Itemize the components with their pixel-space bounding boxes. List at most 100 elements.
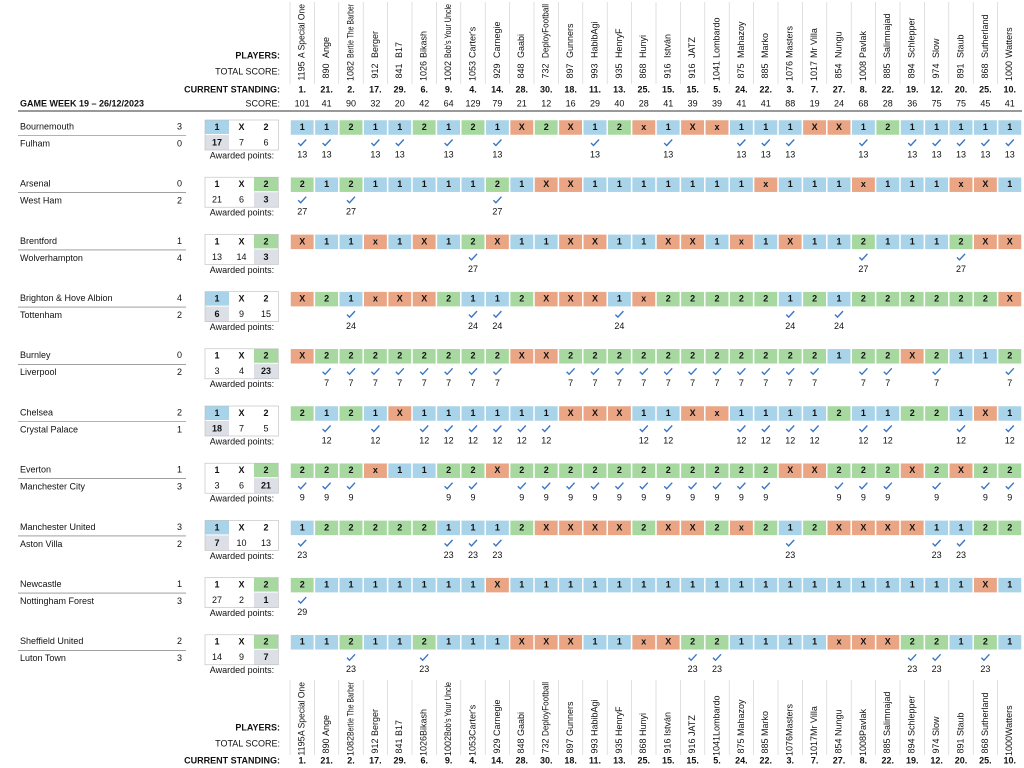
pick-cell: [631, 405, 656, 422]
check-mark: [419, 367, 429, 376]
awarded-points: 7: [641, 378, 646, 388]
result-points-cell: [205, 135, 229, 150]
pick-cell: [997, 291, 1022, 307]
player-score: 88: [785, 98, 795, 108]
home-goals: 2: [177, 407, 182, 417]
pick: X: [568, 522, 574, 532]
awarded-points: 9: [568, 493, 573, 503]
pick: 1: [763, 122, 768, 132]
check-mark: [297, 482, 307, 490]
pick: 1: [397, 637, 402, 647]
pick: 2: [422, 351, 427, 361]
pick: 1: [812, 637, 817, 647]
pick: X: [568, 236, 574, 246]
player-name: HabibAgi: [589, 21, 599, 58]
pick-cell: [436, 119, 461, 136]
check-mark: [932, 653, 942, 662]
pick-cell: [656, 291, 681, 307]
pick-cell: [607, 634, 632, 651]
pick: 1: [617, 179, 622, 189]
check-mark: [663, 482, 673, 490]
pick: 1: [300, 637, 305, 647]
pick: 2: [348, 351, 353, 361]
home-goals: 4: [177, 293, 182, 303]
pick: 1: [934, 522, 939, 532]
pick-cell: [851, 234, 876, 250]
pick-cell: [436, 520, 461, 536]
player-standing: 15.: [662, 755, 675, 765]
pick-cell: [656, 119, 681, 136]
pick: X: [421, 236, 427, 246]
pick-cell: [363, 234, 388, 250]
pick-cell: [339, 291, 363, 307]
player-total: 868: [638, 63, 648, 78]
pick: 1: [300, 122, 305, 132]
pick-cell: [851, 348, 876, 365]
awarded-label: Awarded points:: [210, 494, 274, 504]
pick: 1: [885, 579, 890, 589]
pick-cell: [436, 234, 461, 250]
awarded-points: 24: [492, 321, 502, 331]
player-total: 1017: [809, 61, 819, 81]
player-name: B17: [394, 42, 404, 58]
pick-cell: [656, 405, 681, 422]
pick-cell: [924, 348, 949, 365]
player-name: Bikash: [419, 31, 429, 58]
players-label: PLAYERS:: [235, 722, 280, 732]
home-goals: 0: [177, 179, 182, 189]
player-standing: 20.: [955, 755, 968, 765]
pick-cell: [802, 634, 827, 651]
odds-value: 18: [212, 423, 222, 433]
odds-value: 6: [263, 137, 268, 147]
check-mark: [858, 425, 868, 433]
player-name: Masters: [785, 25, 795, 58]
player-name: Mahazoy: [736, 21, 746, 58]
player-name: Bob's Your Uncle: [443, 4, 453, 58]
pick: 2: [934, 465, 939, 475]
pick-cell: [851, 520, 876, 536]
pick: 2: [1007, 465, 1012, 475]
player-name: Gunners: [565, 23, 575, 58]
pick-cell: [875, 405, 900, 422]
awarded-points: 7: [934, 378, 939, 388]
player-total: 916: [663, 63, 673, 78]
player-standing: 24.: [735, 84, 748, 94]
player-score: 41: [663, 98, 673, 108]
player-name: Mahazoy: [736, 699, 746, 736]
awarded-points: 9: [983, 493, 988, 503]
pick-cell: [583, 462, 607, 479]
pick: 1: [934, 236, 939, 246]
odds-label: 2: [263, 465, 268, 475]
player-total: 916: [687, 63, 697, 78]
awarded-points: 12: [785, 435, 795, 445]
pick: X: [397, 293, 403, 303]
awarded-points: 23: [956, 550, 966, 560]
pick: 1: [666, 579, 671, 589]
pick-cell: [802, 291, 827, 307]
check-mark: [468, 425, 478, 433]
pick-cell: [924, 405, 949, 422]
pick-cell: [900, 405, 925, 422]
player-name: Berger: [370, 31, 380, 58]
awarded-points: 7: [422, 378, 427, 388]
pick: 2: [983, 637, 988, 647]
pick-cell: [607, 176, 632, 193]
awarded-points: 7: [592, 378, 597, 388]
home-team: Everton: [20, 465, 51, 475]
awarded-points: 7: [568, 378, 573, 388]
pick-cell: [680, 119, 705, 136]
pick-cell: [705, 348, 729, 365]
check-mark: [492, 139, 502, 147]
pick-cell: [778, 634, 803, 651]
check-mark: [322, 425, 332, 433]
player-standing: 9.: [445, 84, 453, 94]
pick-cell: [973, 348, 998, 365]
pick: 1: [812, 579, 817, 589]
player-standing: 11.: [589, 84, 601, 94]
check-mark: [492, 196, 502, 204]
awarded-points: 12: [468, 435, 478, 445]
pick: X: [690, 122, 696, 132]
pick-cell: [851, 119, 876, 136]
pick: X: [397, 408, 403, 418]
